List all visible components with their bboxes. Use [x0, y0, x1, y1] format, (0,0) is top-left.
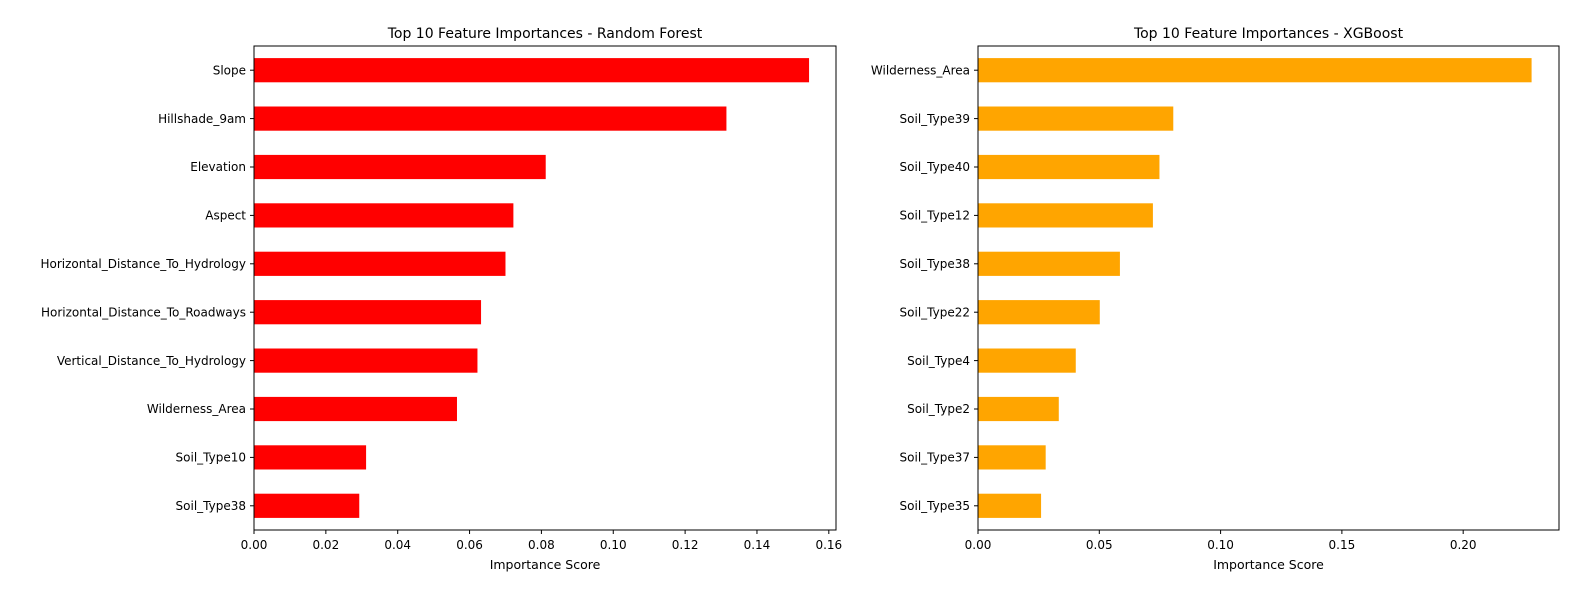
- x-tick-label: 0.04: [384, 538, 411, 552]
- y-tick-label: Soil_Type38: [176, 499, 246, 513]
- x-tick-label: 0.05: [1086, 538, 1113, 552]
- x-tick-label: 0.14: [744, 538, 771, 552]
- x-axis-label: Importance Score: [1213, 557, 1324, 572]
- x-tick-label: 0.08: [528, 538, 555, 552]
- bar: [254, 203, 514, 228]
- y-tick-label: Slope: [213, 63, 246, 77]
- x-tick-label: 0.16: [815, 538, 842, 552]
- y-tick-label: Soil_Type22: [900, 305, 970, 319]
- bar: [978, 493, 1042, 518]
- y-tick-label: Soil_Type37: [900, 451, 970, 465]
- chart-xgboost: Top 10 Feature Importances - XGBoost Imp…: [871, 26, 1560, 572]
- x-tick-label: 0.12: [672, 538, 699, 552]
- y-tick-label: Soil_Type39: [900, 112, 970, 126]
- bar: [978, 300, 1100, 325]
- y-tick-label: Soil_Type12: [900, 209, 970, 223]
- y-tick-label: Soil_Type40: [900, 160, 970, 174]
- y-tick-label: Hillshade_9am: [158, 112, 246, 126]
- bar: [254, 493, 360, 518]
- bar: [978, 58, 1532, 83]
- plot-frame: [253, 45, 837, 531]
- bar: [254, 58, 810, 83]
- bar: [978, 396, 1059, 422]
- bar: [978, 106, 1174, 131]
- bar: [978, 445, 1046, 470]
- y-tick-label: Horizontal_Distance_To_Hydrology: [40, 257, 246, 271]
- y-tick-label: Elevation: [190, 160, 246, 174]
- bar: [978, 251, 1120, 276]
- y-tick-label: Horizontal_Distance_To_Roadways: [41, 305, 246, 319]
- bar: [254, 251, 506, 276]
- bar: [254, 300, 482, 325]
- bar: [254, 348, 478, 373]
- plot-frame: [977, 45, 1560, 531]
- x-tick-label: 0.06: [456, 538, 483, 552]
- x-tick-label: 0.10: [1207, 538, 1234, 552]
- y-tick-label: Wilderness_Area: [147, 402, 246, 416]
- y-tick-label: Aspect: [205, 209, 246, 223]
- y-tick-label: Soil_Type38: [900, 257, 970, 271]
- x-tick-label: 0.00: [241, 538, 268, 552]
- bar: [254, 396, 457, 422]
- bar: [254, 445, 367, 470]
- chart-title: Top 10 Feature Importances - Random Fore…: [387, 26, 703, 42]
- x-tick-label: 0.15: [1329, 538, 1356, 552]
- bar: [978, 348, 1076, 373]
- y-tick-label: Vertical_Distance_To_Hydrology: [57, 354, 246, 368]
- x-tick-label: 0.00: [965, 538, 992, 552]
- chart-title: Top 10 Feature Importances - XGBoost: [1133, 26, 1404, 42]
- bar: [254, 106, 727, 131]
- x-axis-label: Importance Score: [490, 557, 601, 572]
- y-tick-label: Soil_Type10: [176, 451, 246, 465]
- x-tick-label: 0.02: [312, 538, 339, 552]
- y-tick-label: Soil_Type4: [907, 354, 970, 368]
- x-tick-label: 0.10: [600, 538, 627, 552]
- x-tick-label: 0.20: [1450, 538, 1477, 552]
- y-tick-label: Soil_Type2: [907, 402, 970, 416]
- bar: [978, 154, 1160, 180]
- y-tick-label: Wilderness_Area: [871, 63, 970, 77]
- chart-random-forest: Top 10 Feature Importances - Random Fore…: [40, 26, 842, 572]
- y-tick-label: Soil_Type35: [900, 499, 970, 513]
- bar: [254, 154, 546, 180]
- bar: [978, 203, 1153, 228]
